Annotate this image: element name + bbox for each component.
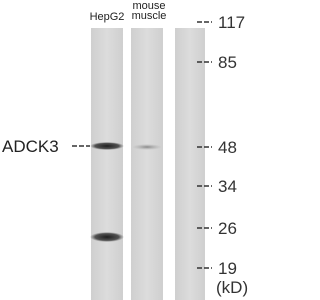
band <box>132 144 162 150</box>
lane-label: mouse <box>132 0 165 12</box>
lane <box>175 28 205 300</box>
marker-label: 26 <box>218 219 237 238</box>
lane-label: HepG2 <box>90 11 125 23</box>
lane-label: muscle <box>132 10 167 22</box>
marker-label: 117 <box>218 13 245 32</box>
markers: 117 85 48 34 26 19 <box>197 13 245 278</box>
band <box>90 142 124 150</box>
lane <box>131 28 163 300</box>
protein-label: ADCK3 <box>2 137 59 156</box>
marker-label: 34 <box>218 177 237 196</box>
marker-label: 48 <box>218 138 237 157</box>
marker-label: 19 <box>218 259 237 278</box>
marker-label: 85 <box>218 53 237 72</box>
lane <box>91 28 123 300</box>
band <box>90 232 124 242</box>
unit-label: (kD) <box>216 278 248 297</box>
